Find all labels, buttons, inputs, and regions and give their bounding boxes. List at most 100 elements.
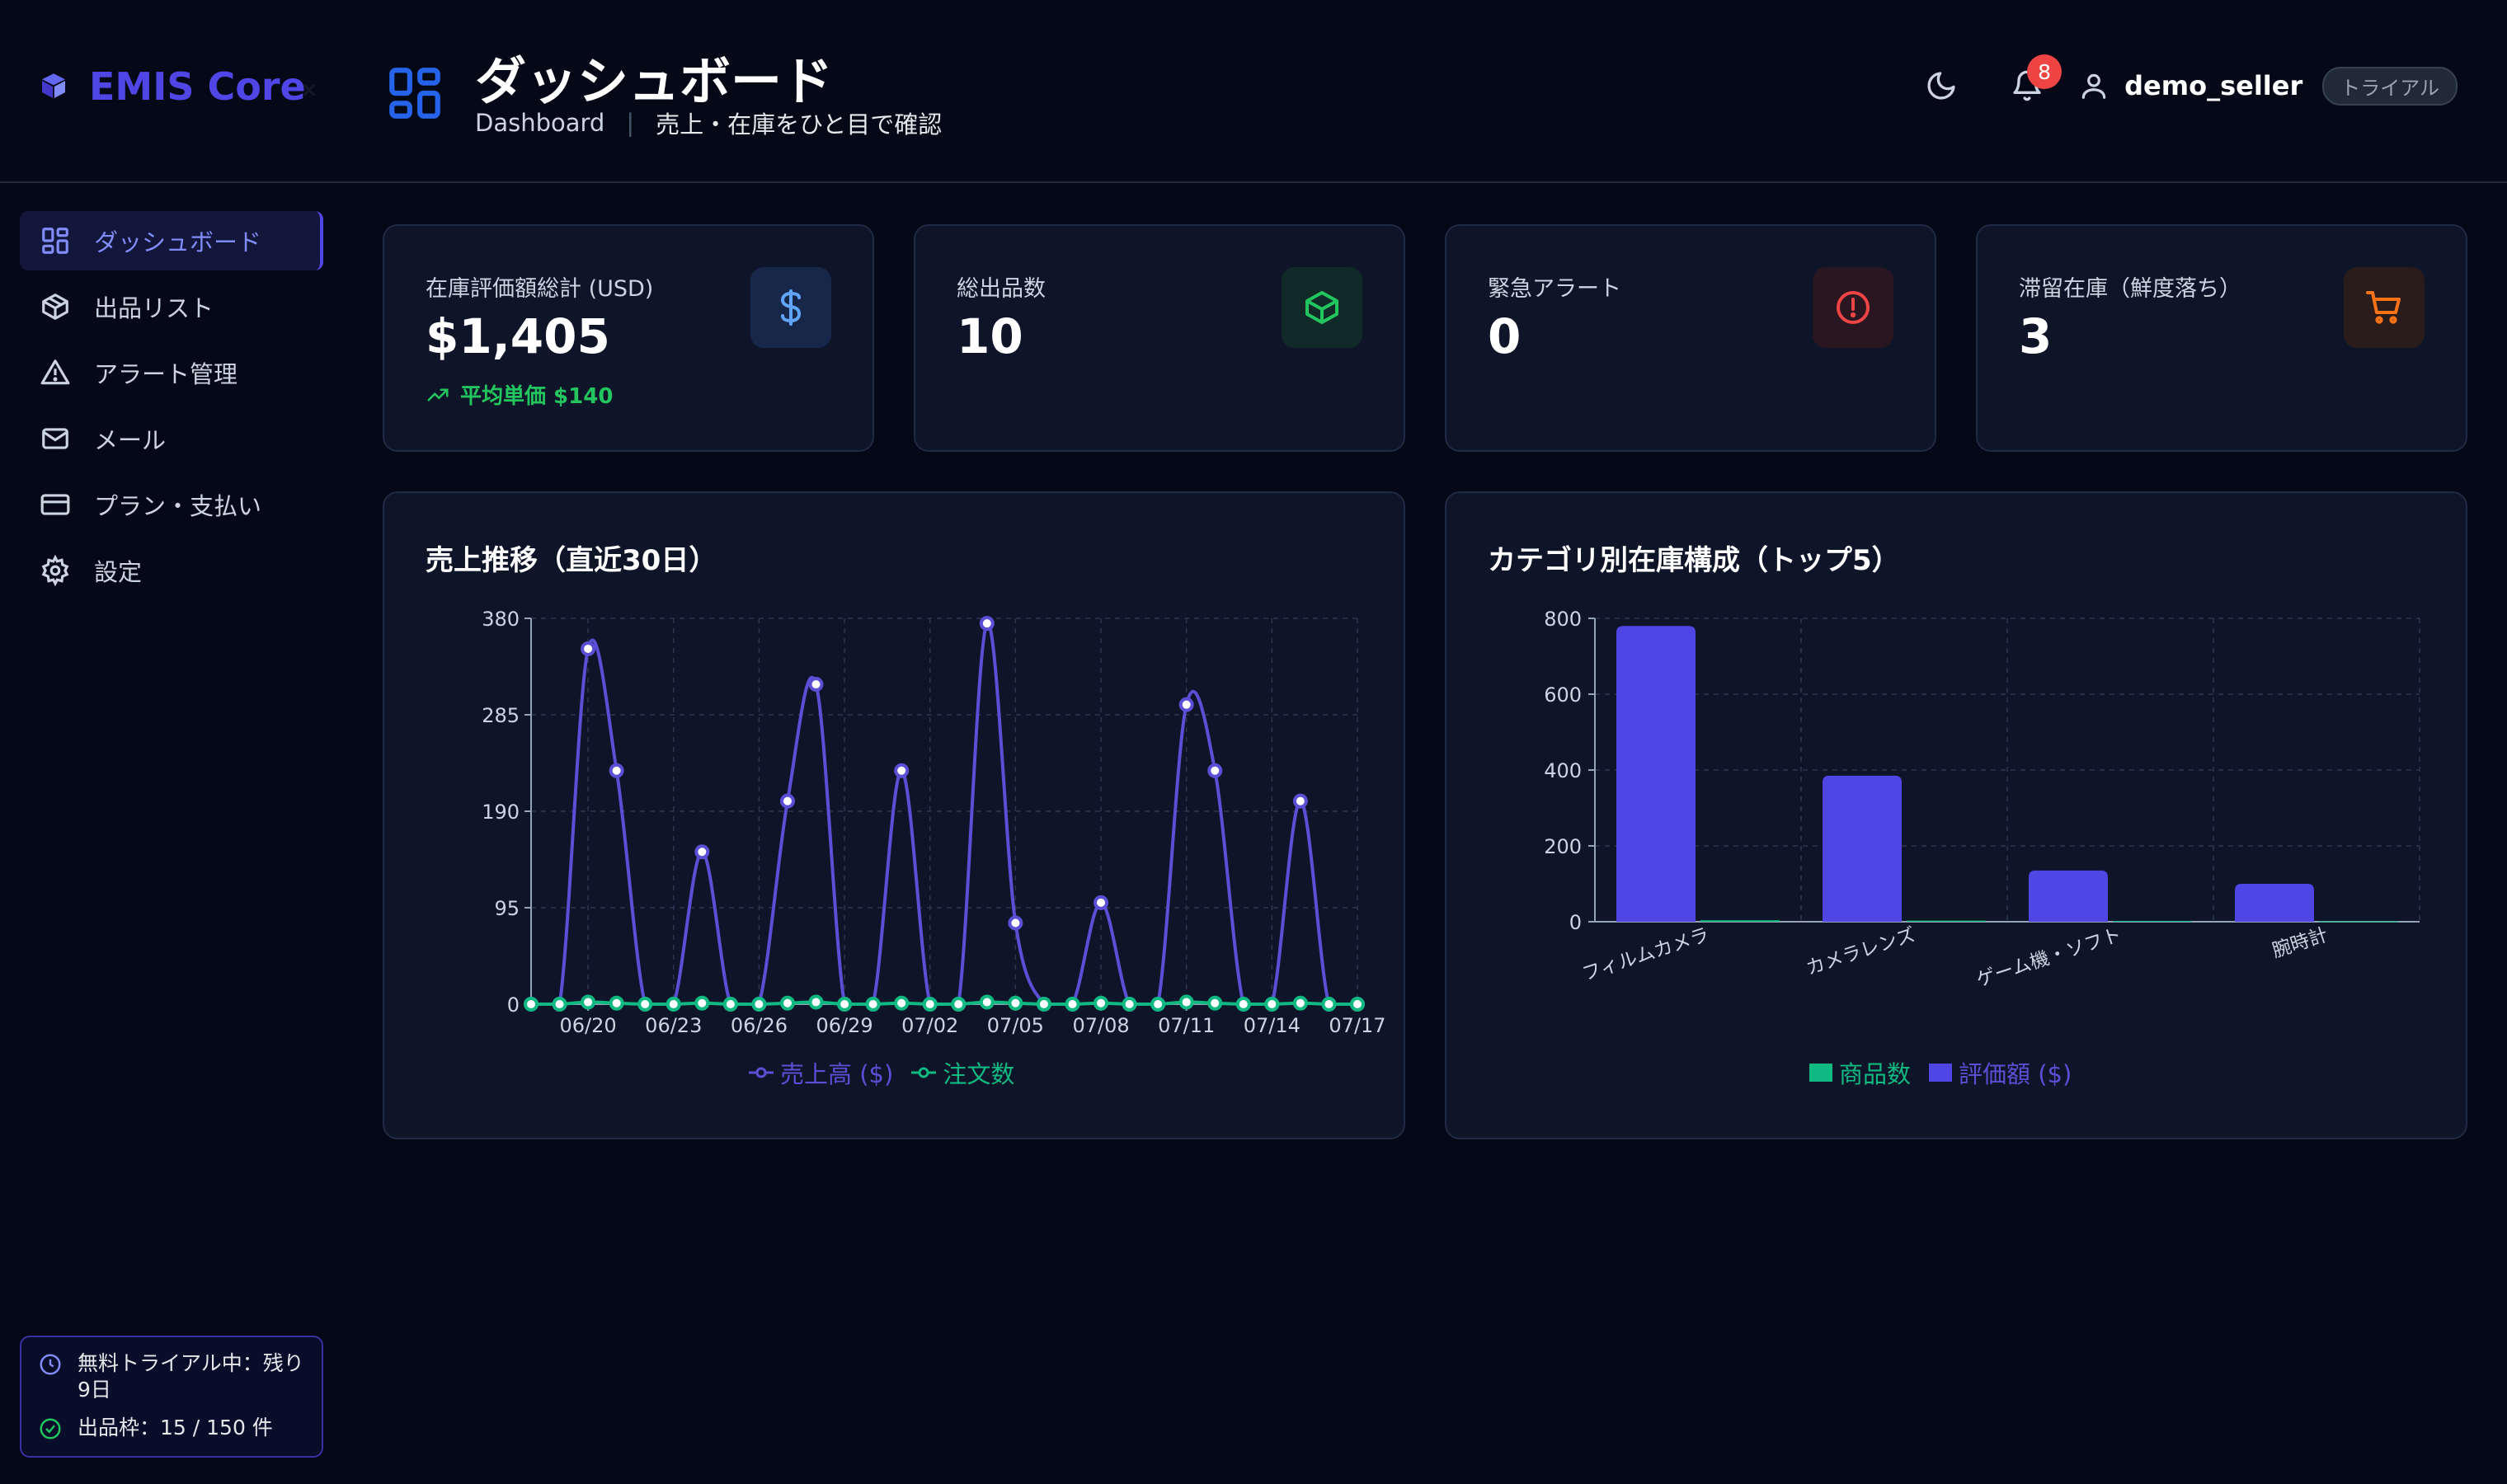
sidebar-item-mail[interactable]: メール [20,409,323,468]
orders-point [1122,997,1137,1012]
moon-icon [1927,72,1955,100]
sales-line [531,621,1357,1006]
legend-line-marker-icon [911,1067,937,1078]
brand[interactable]: EMIS Core [36,64,306,109]
sidebar-item-label: プラン・支払い [94,492,262,520]
sidebar-item-label: 出品リスト [94,294,214,322]
sales-chart-legend: 売上高 ($) 注文数 [749,1055,1014,1090]
orders-point [666,997,681,1012]
orders-point [1036,997,1051,1012]
orders-point [951,997,967,1012]
sidebar-item-listings[interactable]: 出品リスト [20,277,323,336]
sidebar-item-dashboard[interactable]: ダッシュボード [20,211,323,270]
orders-point [694,995,710,1011]
orders-point [1094,995,1109,1011]
orders-point [751,997,767,1012]
orders-point [837,997,853,1012]
bar-valuation [2029,870,2108,922]
sidebar-item-label: メール [94,426,167,454]
y-tick-label: 95 [494,897,520,920]
sidebar-collapse-icon[interactable] [299,79,320,101]
legend-item-sales[interactable]: 売上高 ($) [749,1055,893,1090]
user-menu[interactable]: demo_seller トライアル [2078,66,2458,106]
subtitle-description: 売上・在庫をひと目で確認 [656,110,943,139]
legend-item-count[interactable]: 商品数 [1809,1055,1911,1090]
orders-point [1065,997,1080,1012]
y-tick-label: 0 [1569,911,1582,934]
trial-listings-row: 出品枠：15 / 150 件 [38,1415,305,1441]
orders-point [609,995,624,1011]
notifications-button[interactable]: 8 [2006,54,2063,107]
orders-line [531,1000,1357,1006]
y-tick-label: 0 [507,993,520,1017]
dashboard-icon [42,228,68,254]
subtitle-separator: | [626,109,635,137]
stat-label: 緊急アラート [1488,276,1621,302]
orders-point [637,997,653,1012]
x-tick-label: 07/05 [987,1014,1044,1037]
legend-label: 評価額 ($) [1959,1060,2072,1088]
bar-count [1700,920,1780,922]
orders-point [1150,997,1166,1012]
stat-icon-wrap [2344,267,2425,348]
orders-point [524,997,539,1012]
stat-icon-wrap [1282,267,1362,348]
sidebar: ダッシュボード 出品リスト アラート管理 メール プラン・支払い 設定 無料トラ… [0,185,340,1484]
theme-toggle-button[interactable] [1920,64,1963,107]
trial-status-box[interactable]: 無料トライアル中：残り9日 出品枠：15 / 150 件 [20,1336,323,1458]
sales-point [1094,895,1109,910]
orders-point [808,994,824,1010]
sales-point [1292,793,1308,809]
brand-name: EMIS Core [89,64,306,109]
sidebar-item-label: アラート管理 [94,360,238,388]
x-tick-label: 07/11 [1158,1014,1215,1037]
x-tick-label: 07/08 [1072,1014,1129,1037]
gear-icon [41,555,69,586]
y-tick-label: 380 [482,608,520,631]
sidebar-item-alerts[interactable]: アラート管理 [20,343,323,402]
box-icon [1305,291,1338,324]
legend-label: 売上高 ($) [780,1060,894,1088]
x-tick-label: 06/23 [645,1014,702,1037]
stat-card-urgent-alerts: 緊急アラート 0 [1445,224,1936,452]
orders-point [1178,994,1194,1010]
sidebar-item-label: ダッシュボード [94,228,262,256]
bar-count [2113,921,2192,923]
credit-card-icon [40,494,70,515]
x-tick-label: 06/20 [560,1014,617,1037]
stat-label: 在庫評価額総計 (USD) [426,276,654,302]
x-tick-label: 07/17 [1329,1014,1385,1037]
username: demo_seller [2124,70,2303,101]
x-tick-label: 06/29 [816,1014,873,1037]
check-circle-icon [40,1418,61,1439]
sales-point [694,844,710,860]
orders-point [1008,995,1023,1011]
legend-swatch [1809,1064,1832,1082]
header-actions: 8 demo_seller トライアル [1920,54,2458,107]
orders-point [722,997,738,1012]
subtitle-en: Dashboard [475,109,605,137]
top-header: EMIS Core ダッシュボード Dashboard | 売上・在庫をひと目で… [0,0,2507,183]
stat-value: 3 [2019,308,2053,364]
sales-point [1207,763,1223,778]
orders-point [894,995,910,1011]
orders-point [1235,997,1251,1012]
trial-listings-text: 出品枠：15 / 150 件 [78,1416,273,1439]
trial-remaining-row: 無料トライアル中：残り9日 [38,1350,305,1403]
legend-label: 注文数 [943,1060,1015,1088]
sidebar-item-settings[interactable]: 設定 [20,541,323,600]
sidebar-item-billing[interactable]: プラン・支払い [20,475,323,534]
orders-point [922,997,938,1012]
average-price: 平均単価 $140 [460,384,614,409]
legend-item-value[interactable]: 評価額 ($) [1929,1055,2072,1090]
stat-card-stale-stock: 滞留在庫（鮮度落ち） 3 [1976,224,2467,452]
stat-value: 0 [1488,308,1522,364]
y-tick-label: 200 [1544,835,1582,858]
dashboard-grid-icon [389,68,440,119]
legend-item-orders[interactable]: 注文数 [911,1055,1014,1090]
cube-logo-icon [42,73,65,98]
orders-point [1321,997,1337,1012]
mail-icon [42,428,68,449]
y-tick-label: 600 [1544,683,1582,707]
